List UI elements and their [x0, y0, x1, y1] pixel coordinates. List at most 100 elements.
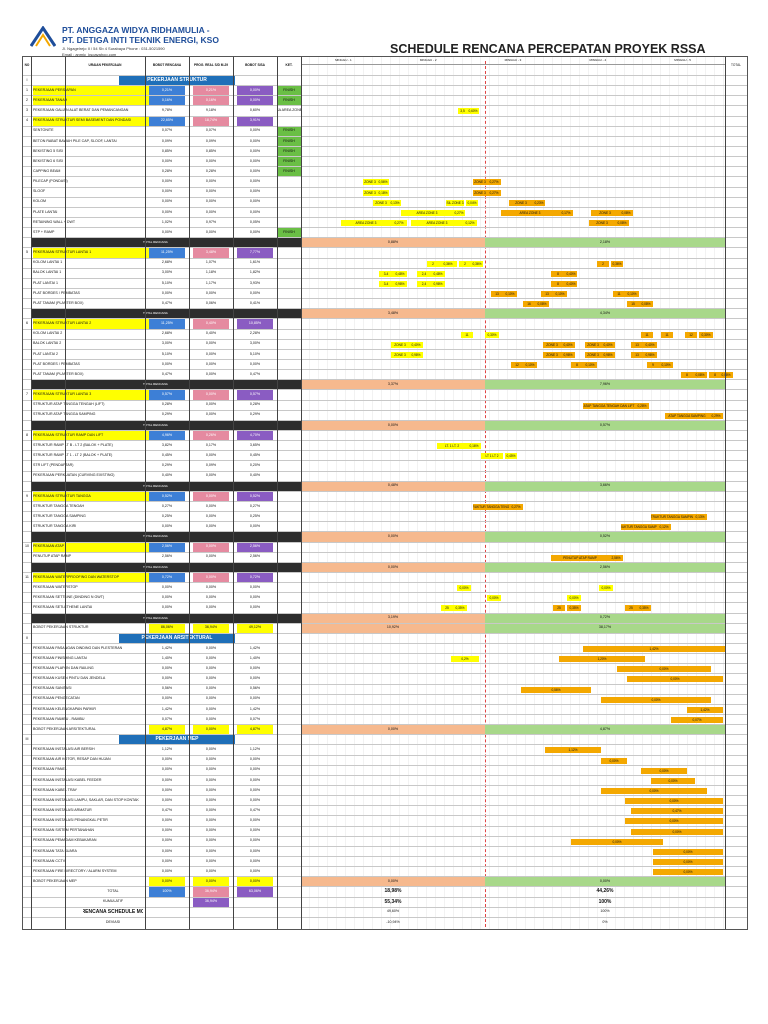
gantt-bar: 0,28% — [635, 402, 649, 409]
value-cell: 0,00% — [249, 138, 261, 143]
gantt-bar: 1,12% — [545, 747, 601, 754]
gantt-bar: 13 — [631, 341, 643, 348]
gantt-bar: 0,40% — [643, 341, 657, 348]
gantt-bar: 0,60% — [467, 108, 479, 115]
value-cell: 0,00% — [205, 787, 217, 792]
gantt-bar: 11 — [461, 331, 473, 338]
value-cell: 0,00% — [205, 676, 217, 681]
row-number — [23, 867, 31, 876]
column-line — [233, 57, 234, 929]
value-cell: 0,97% — [205, 219, 217, 224]
table-row: I PEKERJAAN STRUKTUR — [23, 75, 747, 86]
row-number — [23, 198, 31, 207]
period-total-1: 0,48% — [301, 481, 485, 491]
column-line — [31, 57, 32, 929]
task-label: PEKERJAAN RAMBU - RAMBU — [33, 716, 85, 721]
document-header: PT. ANGGAZA WIDYA RIDHAMULIA - PT. DETIG… — [22, 12, 746, 70]
gantt-bar: 0,00% — [653, 859, 723, 866]
gantt-bar: ZONE 3 — [509, 199, 533, 206]
gantt-bar: 0,47% — [631, 808, 723, 815]
total-band — [31, 613, 301, 623]
task-label: PEKERJAAN GALIAN ALAT BERAT DAN PEMANCAN… — [33, 108, 129, 113]
value-cell: 0,00% — [249, 767, 261, 772]
gantt-bar: 0,23% — [533, 199, 545, 206]
table-row: PEKERJAAN AIR KOTOR, RESAP DAN HUJAN 0,00… — [23, 754, 747, 765]
task-label: SLOOF — [33, 189, 46, 194]
task-label: PEKERJAAN PEMADAM KEBAKARAN — [33, 838, 97, 843]
value-cell: 0,00% — [205, 351, 217, 356]
value-cell: 0,00% — [193, 725, 229, 735]
task-label: PEKERJAAN CCTV — [33, 858, 66, 863]
gantt-bar: 15 — [627, 301, 639, 308]
gantt-bar: 1,42% — [687, 706, 723, 713]
column-line — [65, 57, 66, 929]
value-cell: 86,06% — [149, 623, 185, 633]
gantt-bar: 0,48% — [431, 270, 445, 277]
table-row: TOTAL RENCANA 3,37% 7,96% — [23, 379, 747, 390]
table-row: TOTAL RENCANA 3,48% 4,34% — [23, 308, 747, 319]
row-number — [23, 786, 31, 795]
row-number — [23, 188, 31, 197]
gantt-bar: 0,40% — [601, 341, 615, 348]
value-cell: 22,65% — [149, 116, 185, 126]
value-cell: 0,00% — [205, 209, 217, 214]
task-label: KOLOM LANTAI 2 — [33, 331, 63, 336]
gantt-bar: 8 — [709, 372, 721, 379]
gantt-bar: 2 — [597, 260, 609, 267]
row-number — [23, 816, 31, 825]
task-label: PEKERJAAN PERKUATAN (CURVING EXISTING) — [33, 473, 115, 478]
value-cell: 0,00% — [161, 838, 173, 843]
value-cell: 0,00% — [161, 797, 173, 802]
task-label: TOTAL RENCANA — [143, 382, 168, 387]
gantt-bar: 0,45% — [505, 453, 517, 460]
task-label: KUMULATIF — [102, 899, 124, 904]
value-cell: 0,00% — [193, 390, 229, 400]
row-number — [23, 127, 31, 136]
table-row: 7 PEKERJAAN STRUKTUR LANTAI 3 0,57% 0,00% 0,… — [23, 389, 747, 400]
task-label: PEKERJAAN FIRE DIRECTORY / ALARM SYSTEM — [33, 868, 117, 873]
table-row: PEKERJAAN PERKUATAN (CURVING EXISTING) 0,… — [23, 470, 747, 481]
table-row: PLATE LANTAI 0,00% 0,00% 0,00% AREA ZONE 3 0,… — [23, 206, 747, 217]
task-label: BEKISTING 5 SISI — [33, 148, 63, 153]
gantt-bar: 0,98% — [561, 351, 575, 358]
value-cell: 1,82% — [249, 270, 261, 275]
row-number — [23, 695, 31, 704]
gantt-bar: 0,00% — [567, 595, 581, 602]
gantt-bar: 0,48% — [393, 270, 407, 277]
row-number: II — [26, 635, 28, 640]
value-cell: 2,56% — [237, 542, 273, 552]
value-cell: 0,00% — [205, 199, 217, 204]
value-cell: 0,00% — [249, 209, 261, 214]
period-total-2: 0,52% — [485, 532, 725, 542]
value-cell: 0,52% — [149, 491, 185, 501]
period-total-2: 0,72% — [485, 613, 725, 623]
period-total-2: 0,00% — [485, 877, 725, 887]
col-header: URAIAN PEKERJAAN — [88, 63, 122, 68]
row-number — [23, 756, 31, 765]
table-row: KUMULATIF 36,94% 55,34% 100% — [23, 896, 747, 907]
gantt-bar: 0,98% — [431, 280, 445, 287]
value-cell: 1,61% — [249, 260, 261, 265]
table-row: PEKERJAAN CCTV 0,00% 0,00% 0,00% 0,00% — [23, 856, 747, 866]
value-cell: 3,91% — [237, 116, 273, 126]
gantt-bar: 0,27% — [487, 179, 501, 186]
value-cell: 0,47% — [249, 371, 261, 376]
task-label: PEKERJAAN KELENGKAPAN PARKIR — [33, 706, 96, 711]
value-cell: 0,00% — [205, 513, 217, 518]
value-cell: 0,00% — [193, 573, 229, 583]
gantt-bar: ZONE 3 — [391, 351, 409, 358]
row-number — [23, 238, 31, 247]
task-label: PEKERJAAN TANAH — [33, 96, 153, 106]
value-cell: 0,00% — [237, 86, 273, 96]
row-number — [23, 340, 31, 349]
task-label: CAPPING BEAM — [33, 169, 61, 174]
value-cell — [237, 898, 273, 907]
value-cell: 0,00% — [249, 828, 261, 833]
value-cell: 0,00% — [205, 402, 217, 407]
value-cell: 1,18% — [205, 270, 217, 275]
value-cell: 9,78% — [161, 108, 173, 113]
table-row: 8 PEKERJAAN STRUKTUR RAMP DAN LIFT 4,96% 0,… — [23, 430, 747, 441]
value-cell: 0,00% — [161, 848, 173, 853]
value-cell — [149, 898, 185, 907]
value-cell: 0,00% — [249, 189, 261, 194]
